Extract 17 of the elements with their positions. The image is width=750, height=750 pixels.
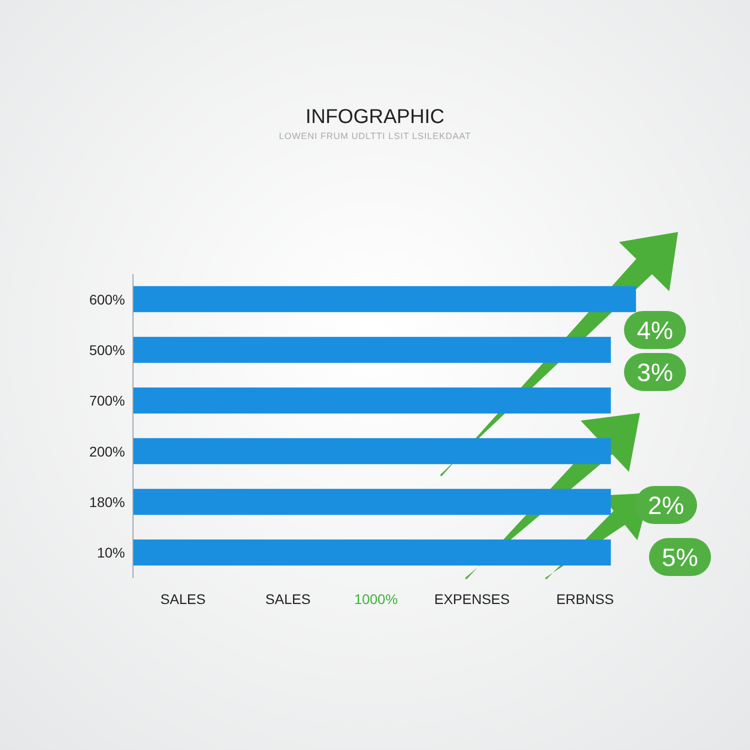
chart-title: INFOGRAPHIC [304, 106, 446, 129]
text: SALES [265, 591, 311, 607]
y-tick-label: 500% [89, 342, 125, 358]
y-tick-label: 180% [89, 494, 125, 510]
text: ERBNSS [556, 591, 614, 607]
text: 5% [662, 544, 698, 572]
text: 2% [648, 492, 684, 520]
y-tick-label: 10% [96, 544, 125, 561]
text: EXPENSES [434, 591, 510, 607]
text: 3% [636, 359, 674, 387]
text: SALES [160, 591, 206, 607]
text: 1000% [354, 591, 398, 607]
text: 4% [636, 317, 674, 345]
y-tick-label: 600% [89, 291, 125, 308]
y-tick-label: 200% [89, 443, 125, 460]
y-tick-label: 700% [89, 392, 125, 409]
chart-subtitle: LOWENI FRUM UDLTTI LSIT LSILEKDAAT [278, 131, 472, 141]
